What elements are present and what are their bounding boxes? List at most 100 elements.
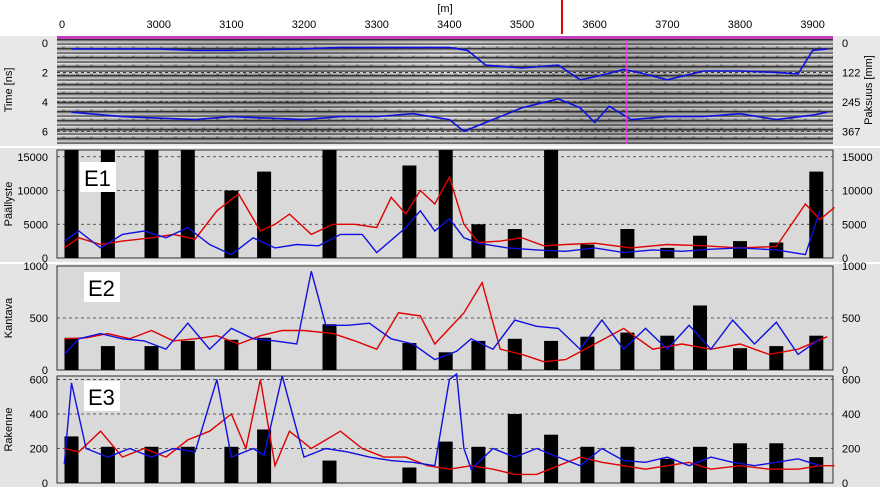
radargram-interfaces [71,46,828,133]
y-tick-label: 6 [42,126,48,138]
y-tick-label-right: 500 [842,313,860,325]
y-tick-label: 600 [30,374,48,386]
bar [438,150,453,258]
y-tick-label-right: 5000 [842,219,866,231]
y-tick-label-right: 122 [842,67,860,79]
radargram-ylabel: Time [ns] [3,68,15,113]
x-tick-label: 3400 [437,19,461,31]
bar [180,340,195,370]
bar [693,446,707,483]
panel-ylabel: Päällyste [3,182,15,227]
bar [544,340,559,370]
y-tick-label-right: 400 [842,409,860,421]
bar [224,190,239,258]
panel-label: E2 [88,276,115,301]
y-tick-label-right: 1000 [842,261,866,273]
bar [257,337,272,370]
bar [769,443,784,483]
bar [580,336,595,370]
bar [438,441,453,483]
interface-line [71,98,828,133]
y-tick-label: 10000 [17,186,48,198]
y-tick-label-right: 367 [842,126,860,138]
series-line [63,175,835,249]
bar [507,229,522,258]
x-tick-label: 3800 [728,19,752,31]
x-tick-label: 3500 [510,19,534,31]
bar [809,457,824,483]
interface-line [71,46,828,81]
bar [507,338,522,370]
bar [180,446,195,483]
bar [580,244,595,258]
x-tick-label: 3700 [655,19,679,31]
panel-e3: 0 0 200 200 400 400 600 600 E3 Rakenne [0,372,880,487]
panel-label-background [80,162,116,192]
y-tick-label-right: 15000 [842,152,873,164]
bar [402,343,417,370]
bar [769,346,784,370]
bar [100,446,115,483]
bar [257,171,272,258]
bar [144,150,159,258]
series-line [63,209,821,256]
bar [64,436,79,483]
x-axis-label: [m] [437,3,452,15]
y-tick-label-right: 600 [842,374,860,386]
bar [620,229,635,258]
y-tick-label: 4 [42,97,48,109]
bar [471,446,486,483]
bar [257,429,272,483]
bar [733,348,747,370]
radargram-panel: Time [ns] Paksuus [mm] 0 0 2 122 4 245 6 367 [0,36,880,146]
y-tick-label: 0 [42,478,48,487]
panel-label-background [84,381,120,411]
bar [471,340,486,370]
bar [693,235,707,258]
panel-label: E1 [84,166,111,191]
bar [224,446,239,483]
bar [144,346,159,370]
bar [733,241,747,258]
y-tick-label: 500 [30,313,48,325]
y-tick-label: 0 [42,365,48,377]
y-tick-label-right: 0 [842,38,848,50]
bar [471,224,486,259]
x-tick-label: 0 [59,19,65,31]
x-tick-label: 3300 [364,19,388,31]
series-line [63,372,821,471]
radargram-y-ticks: 0 0 2 122 4 245 6 367 [42,38,860,138]
bar [180,150,195,258]
y-tick-label-right: 0 [842,478,848,487]
y-tick-label-right: 0 [842,365,848,377]
bar [144,446,159,483]
x-tick-label: 3000 [146,19,170,31]
bar [64,150,79,258]
bar [322,460,337,483]
x-tick-labels: 0 3000 3100 3200 3300 3400 3500 3600 3700 3800 390… [59,19,825,31]
bar [660,335,675,370]
y-tick-label: 400 [30,409,48,421]
y-tick-label-right: 200 [842,443,860,455]
bar [224,339,239,370]
bar [580,446,595,483]
y-tick-label: 1000 [24,261,48,273]
top-axis: [m] 0 3000 3100 3200 3300 3400 3500 3600 3700 380… [59,0,825,34]
bar [660,458,675,483]
panel-e1: 0 0 5000 5000 10000 10000 15000 15000 E1 Päällyst… [0,148,880,265]
panel-label-background [84,272,120,302]
bar [507,414,522,483]
panel-label: E3 [88,385,115,410]
y-tick-label-right: 245 [842,97,860,109]
y-tick-label-right: 10000 [842,186,873,198]
x-tick-label: 3600 [582,19,606,31]
y-tick-label: 2 [42,67,48,79]
x-tick-label: 3900 [800,19,824,31]
panel-ylabel: Kantava [3,297,15,338]
y-tick-label-right: 0 [842,253,848,265]
bar [322,324,337,370]
y-tick-label: 200 [30,443,48,455]
bar [660,247,675,258]
panel-ylabel: Rakenne [3,407,15,451]
